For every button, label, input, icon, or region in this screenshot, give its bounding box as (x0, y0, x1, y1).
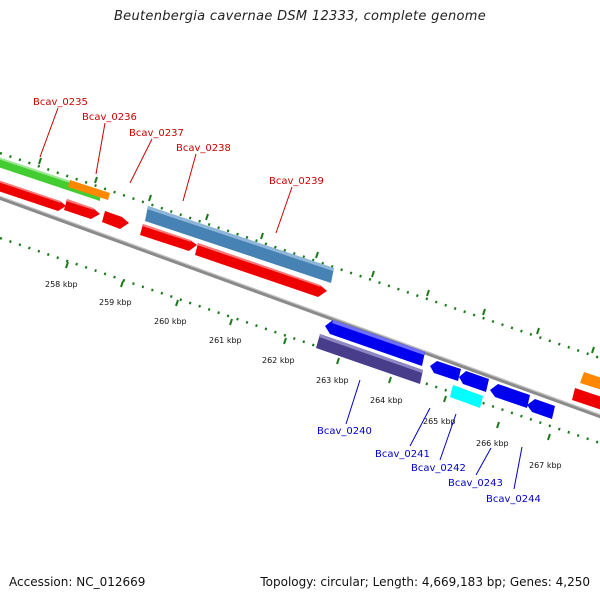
gene-steelblue[interactable] (145, 206, 334, 283)
kbp-label: 262 kbp (262, 356, 295, 365)
gene-red-1[interactable] (0, 179, 66, 211)
gene-red-4[interactable] (140, 224, 197, 251)
forward-leaders (39, 107, 293, 234)
gene-label-bcav-0235[interactable]: Bcav_0235 (33, 97, 88, 108)
map-title: Beutenbergia cavernae DSM 12333, complet… (113, 9, 487, 24)
kbp-label: 263 kbp (316, 376, 349, 385)
gene-orange-right[interactable] (580, 372, 600, 391)
kbp-label: 266 kbp (476, 439, 509, 448)
gene-orange[interactable] (68, 180, 110, 200)
gene-blue-1[interactable] (325, 320, 425, 366)
scale-labels: 258 kbp 259 kbp 260 kbp 261 kbp 262 kbp … (45, 280, 562, 470)
gene-label-bcav-0244[interactable]: Bcav_0244 (486, 494, 541, 505)
lower-major-ticks (65, 261, 551, 441)
gene-blue-2[interactable] (430, 361, 461, 381)
gene-label-bcav-0241[interactable]: Bcav_0241 (375, 449, 430, 460)
kbp-label: 258 kbp (45, 280, 78, 289)
gene-label-bcav-0242[interactable]: Bcav_0242 (411, 463, 466, 474)
kbp-label: 259 kbp (99, 298, 132, 307)
gene-label-bcav-0243[interactable]: Bcav_0243 (448, 478, 503, 489)
gene-label-bcav-0240[interactable]: Bcav_0240 (317, 426, 372, 437)
reverse-leaders (345, 379, 523, 490)
gene-red-5[interactable] (195, 243, 327, 297)
gene-slate[interactable] (316, 334, 423, 384)
gene-label-bcav-0237[interactable]: Bcav_0237 (129, 128, 184, 139)
kbp-label: 267 kbp (529, 461, 562, 470)
gene-red-2[interactable] (64, 199, 100, 219)
gene-red-right[interactable] (572, 388, 600, 411)
gene-blue-3[interactable] (459, 371, 489, 392)
gene-red-3[interactable] (102, 211, 129, 229)
kbp-label: 265 kbp (423, 417, 456, 426)
genome-stats-text: Topology: circular; Length: 4,669,183 bp… (260, 575, 590, 589)
gene-label-bcav-0239[interactable]: Bcav_0239 (269, 176, 324, 187)
upper-major-ticks (38, 157, 595, 354)
gene-label-bcav-0236[interactable]: Bcav_0236 (82, 112, 137, 123)
accession-text: Accession: NC_012669 (9, 575, 146, 589)
genome-backbone (0, 195, 600, 419)
gene-label-bcav-0238[interactable]: Bcav_0238 (176, 143, 231, 154)
gene-blue-4[interactable] (490, 384, 530, 408)
gene-blue-5[interactable] (527, 399, 555, 419)
kbp-label: 261 kbp (209, 336, 242, 345)
kbp-label: 260 kbp (154, 317, 187, 326)
kbp-label: 264 kbp (370, 396, 403, 405)
gene-cyan[interactable] (450, 385, 483, 408)
